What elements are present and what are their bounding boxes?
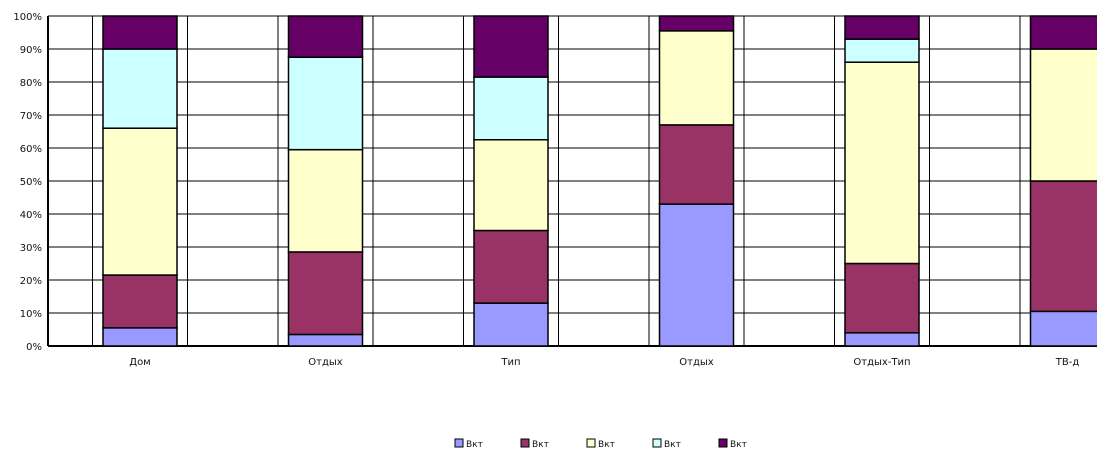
bars [102,15,1097,347]
y-tick-label: 70% [20,111,42,122]
bar-segment [658,203,735,347]
bar-segment [102,15,178,50]
legend-label: Вкт [466,440,483,450]
y-tick-labels: 0% 10% 20% 30% 40% 50% 60% 70% 80% 90% 100% [13,12,42,353]
bar-segment [844,332,920,347]
bar-segment [287,251,364,336]
y-tick-label: 0% [26,342,42,353]
category-label: ТВ-д [1055,357,1080,368]
bar-segment [473,302,549,347]
bar-segment [1029,310,1097,347]
category-label: Отдых-Тип [853,357,910,368]
y-tick-label: 100% [13,12,42,23]
grid-lines [47,15,1097,347]
bar-segment [102,274,178,329]
bar-segment [473,15,549,78]
bar-segment [1029,180,1097,313]
legend-swatch [454,438,464,448]
y-tick-label: 10% [20,309,42,320]
y-tick-label: 40% [20,210,42,221]
category-label: Отдых [308,357,343,368]
legend-label: Вкт [532,440,549,450]
legend-swatch [718,438,728,448]
bar-segment [287,333,364,347]
y-tick-label: 30% [20,243,42,254]
bar-segment [473,229,549,304]
category-label: Отдых [679,357,714,368]
bar-segment [844,38,920,63]
y-tick-label: 50% [20,177,42,188]
bar-segment [287,15,364,58]
category-labels: Дом Отдых Тип Отдых Отдых-Тип ТВ-д [129,357,1079,368]
bar-segment [658,15,735,32]
bar-segment [658,124,735,205]
category-label: Тип [500,357,520,368]
bar-segment [473,139,549,232]
bar-segment [844,262,920,334]
bar-segment [1029,15,1097,50]
legend-label: Вкт [598,440,615,450]
y-tick-label: 60% [20,144,42,155]
category-label: Дом [129,357,150,368]
legend-swatch [520,438,530,448]
legend-swatch [652,438,662,448]
bar-segment [102,48,178,129]
bar-segment [844,15,920,40]
y-tick-label: 90% [20,45,42,56]
bar-segment [102,327,178,347]
bar-segment [658,30,735,126]
y-tick-label: 80% [20,78,42,89]
y-tick-label: 20% [20,276,42,287]
bar-segment [473,76,549,141]
bar-segment [287,148,364,253]
bar-segment [844,61,920,265]
legend-label: Вкт [664,440,681,450]
legend-label: Вкт [730,440,747,450]
bar-segment [102,127,178,276]
legend-swatch [586,438,596,448]
bar-segment [1029,48,1097,182]
bar-segment [287,56,364,151]
legend: Вкт Вкт Вкт Вкт Вкт [454,438,747,450]
